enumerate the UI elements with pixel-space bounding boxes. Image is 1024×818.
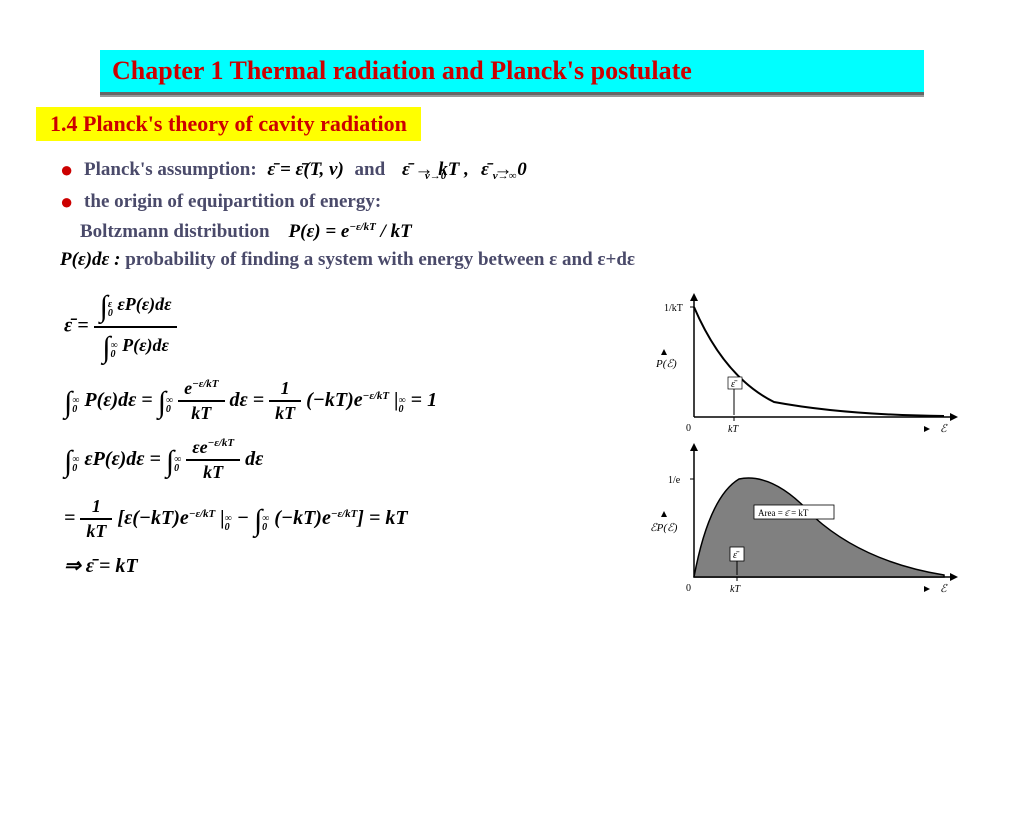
and-text: and: [355, 159, 386, 180]
chapter-title: Chapter 1 Thermal radiation and Planck's…: [100, 50, 924, 95]
equation-numerator: ∫∞0 εP(ε)dε = ∫∞0 εe−ε/kTkT dε: [64, 436, 644, 485]
bullet-planck-assumption: ● Planck's assumption: ε̄ = ε̄(T, ν) and…: [60, 157, 984, 183]
svg-text:ℰP(ℰ): ℰP(ℰ): [650, 522, 678, 534]
bullet-dot-icon: ●: [60, 157, 73, 182]
boltzmann-formula: P(ε) = e−ε/kT / kT: [289, 221, 412, 242]
probability-definition: P(ε)dε : probability of finding a system…: [60, 249, 984, 271]
svg-text:Area = ε̄ = kT: Area = ε̄ = kT: [758, 508, 809, 518]
svg-text:0: 0: [686, 583, 691, 594]
equation-normalization: ∫∞0 P(ε)dε = ∫∞0 e−ε/kTkT dε = 1kT (−kT)…: [64, 377, 644, 426]
bullet-equipartition: ● the origin of equipartition of energy:: [60, 189, 984, 215]
graph-boltzmann-distribution: 1/kT P(ℰ) kT ε̄ 0 ℰ: [644, 287, 964, 437]
boltzmann-label: Boltzmann distribution: [80, 221, 270, 242]
limit-nu-zero: ε̄ → kT ,ν→0 ε̄ → 0ν→∞: [402, 159, 517, 180]
formula-epsilon-bar: ε̄ = ε̄(T, ν): [267, 159, 343, 180]
equation-result: ⇒ ε̄ = kT: [64, 553, 644, 579]
bullet2-label: the origin of equipartition of energy:: [84, 191, 381, 212]
svg-text:P(ℰ): P(ℰ): [655, 358, 677, 370]
prob-text: probability of finding a system with ene…: [125, 249, 635, 270]
bullet1-label: Planck's assumption:: [84, 159, 257, 180]
equation-integration-by-parts: = 1kT [ε(−kT)e−ε/kT |∞0 − ∫∞0 (−kT)e−ε/k…: [64, 495, 644, 544]
boltzmann-line: Boltzmann distribution P(ε) = e−ε/kT / k…: [80, 221, 984, 243]
graph-energy-weighted: 1/e ℰP(ℰ) Area = ε̄ = kT ε̄ kT 0 ℰ: [644, 437, 964, 597]
svg-text:kT: kT: [728, 424, 739, 435]
prob-prefix: P(ε)dε :: [60, 249, 120, 270]
section-header: 1.4 Planck's theory of cavity radiation: [36, 107, 421, 141]
svg-text:0: 0: [686, 423, 691, 434]
svg-text:1/e: 1/e: [668, 475, 681, 486]
svg-text:1/kT: 1/kT: [664, 303, 683, 314]
svg-text:kT: kT: [730, 584, 741, 595]
equation-mean-energy: ε̄ = ∫ε0 εP(ε)dε ∫∞0 P(ε)dε: [64, 287, 644, 367]
bullet-dot-icon: ●: [60, 189, 73, 214]
